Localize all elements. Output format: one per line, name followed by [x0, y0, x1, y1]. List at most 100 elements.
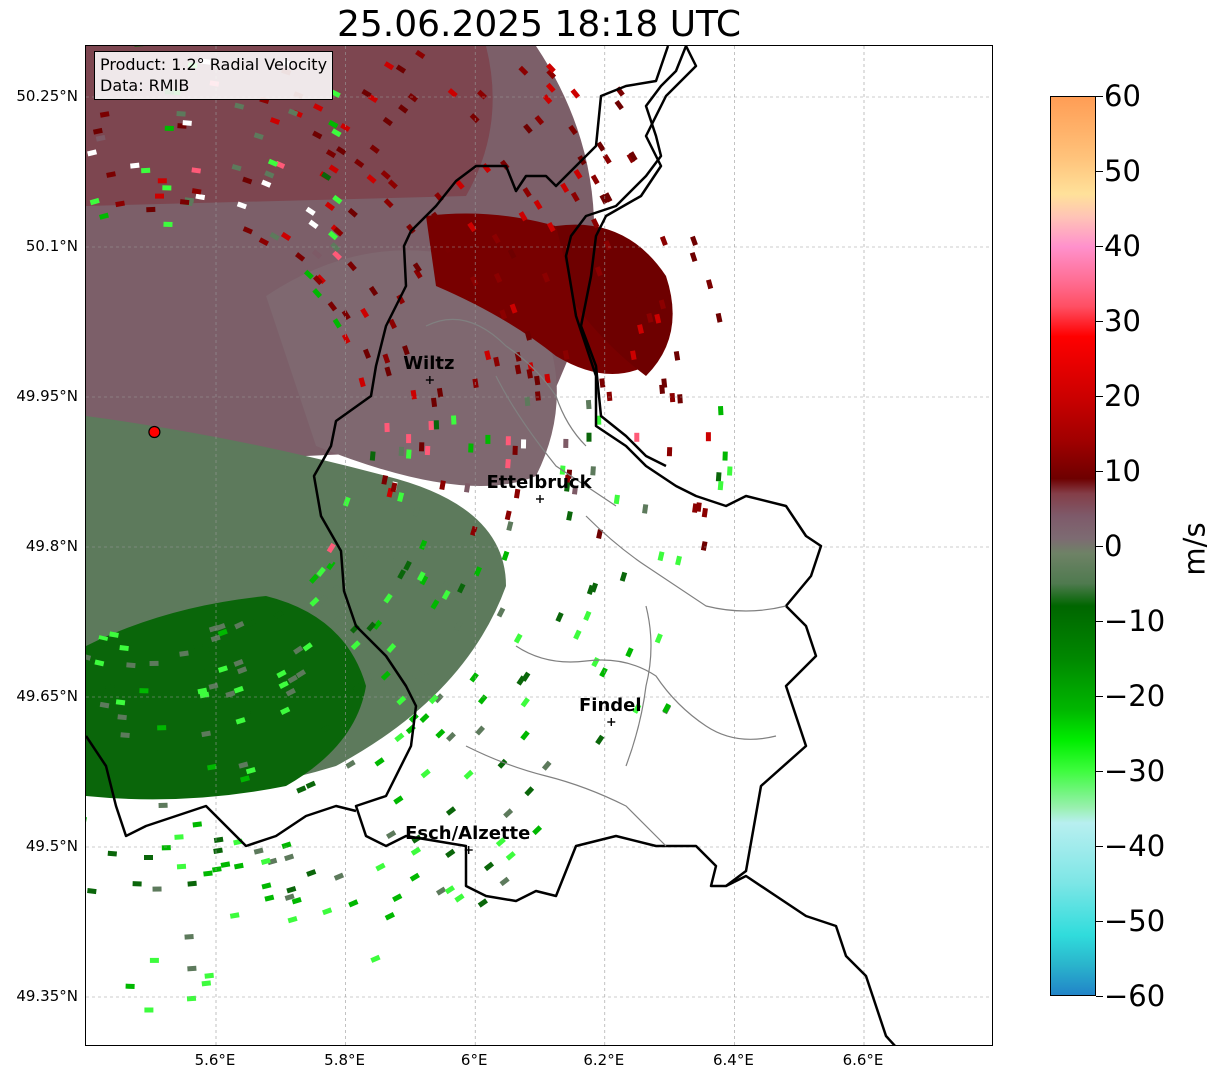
radar-pixel: [149, 957, 159, 963]
radar-pixel: [585, 399, 592, 410]
radar-pixel: [419, 713, 430, 723]
radar-pixel: [654, 633, 663, 644]
radar-pixel: [590, 466, 596, 476]
radar-pixel: [392, 893, 403, 903]
radar-pixel: [245, 619, 256, 628]
radar-pixel: [513, 633, 523, 644]
radar-pixel: [473, 566, 483, 577]
radar-pixel: [309, 573, 319, 584]
radar-pixel: [184, 934, 194, 940]
luxembourg-border: [312, 46, 823, 903]
radar-pixel: [326, 559, 336, 571]
radar-pixel: [204, 972, 214, 979]
colorbar-tickmark: [1096, 96, 1103, 97]
radar-pixel: [483, 861, 495, 872]
radar-pixel: [590, 174, 600, 185]
city-marker: [607, 718, 616, 726]
radar-pixel: [570, 88, 581, 99]
radar-pixel: [260, 857, 271, 865]
radar-pixel: [445, 806, 457, 816]
radar-pixel: [201, 980, 212, 987]
radar-pixel: [657, 551, 665, 562]
radar-pixel: [187, 880, 197, 887]
radar-pixel: [366, 174, 377, 184]
radar-pixel: [330, 584, 340, 595]
colorbar-tickmark: [1096, 621, 1103, 622]
radar-pixel: [241, 708, 252, 717]
radar-pixel: [233, 659, 244, 667]
radar-pixel: [407, 93, 418, 103]
radar-pixel: [316, 566, 326, 577]
radar-pixel: [599, 378, 606, 388]
colorbar-tickmark: [1096, 321, 1103, 322]
radar-pixel: [534, 115, 545, 126]
radar-pixel: [442, 243, 452, 254]
radar-pixel: [236, 201, 247, 210]
radar-pixel: [415, 49, 426, 60]
radar-pixel: [570, 191, 580, 202]
radar-pixel: [176, 863, 187, 870]
radar-pixel: [637, 324, 644, 334]
radar-pixel: [286, 886, 297, 894]
city-markers: [425, 376, 616, 854]
radar-pixel: [97, 638, 108, 646]
radar-pixel: [296, 785, 307, 794]
radar-pixel: [313, 275, 323, 286]
radar-pixel: [532, 825, 543, 836]
radar-pixel: [722, 451, 728, 461]
colorbar-tick-label: 50: [1104, 154, 1141, 188]
radar-pixel: [332, 250, 342, 261]
radar-pixel: [383, 198, 394, 209]
radar-pixel: [524, 330, 532, 341]
radar-pixel: [453, 620, 463, 632]
radar-pixel: [99, 701, 110, 709]
colorbar-tickmark: [1096, 471, 1103, 472]
radar-pixel: [635, 291, 643, 302]
radar-pixel: [384, 366, 392, 377]
radar-pixel: [499, 309, 508, 320]
lat-tick-label: 49.65°N: [16, 687, 78, 705]
radar-pixel: [505, 459, 511, 469]
radar-pixel: [210, 725, 221, 733]
colorbar-tickmark: [1096, 246, 1103, 247]
radar-pixel: [364, 672, 375, 683]
radar-pixel: [320, 724, 331, 734]
radar-pixel: [157, 178, 167, 184]
product-line: Product: 1.2° Radial Velocity: [100, 55, 328, 74]
radar-pixel: [330, 89, 341, 98]
radar-pixel: [287, 916, 298, 924]
radar-pixel: [328, 230, 339, 241]
radar-pixel: [535, 391, 541, 401]
radar-pixel: [463, 482, 471, 493]
radar-pixel: [497, 758, 508, 769]
radar-pixel: [203, 870, 213, 877]
radar-pixel: [207, 763, 217, 771]
radar-pixel: [555, 611, 564, 623]
radar-pixel: [233, 685, 244, 694]
colorbar-unit-label: m/s: [1168, 520, 1207, 580]
product-info-box: Product: 1.2° Radial Velocity Data: RMIB: [94, 51, 334, 100]
radar-pixel: [568, 124, 578, 136]
colorbar-tickmark: [1096, 771, 1103, 772]
radar-pixel: [92, 127, 103, 135]
radar-pixel: [144, 855, 153, 860]
radar-pixel: [413, 268, 423, 279]
radar-pixel: [439, 480, 446, 491]
radar-pixel: [312, 588, 322, 599]
radar-pixel: [213, 836, 224, 844]
radar-pixel: [86, 815, 87, 823]
radar-pixel: [385, 830, 397, 840]
radar-pixel: [120, 732, 130, 738]
radar-pixel: [311, 249, 322, 260]
colorbar-tickmark: [1096, 696, 1103, 697]
radar-pixel: [406, 434, 412, 444]
radar-pixel: [363, 348, 372, 359]
radar-pixel: [416, 571, 426, 582]
city-label: Esch/Alzette: [405, 823, 531, 844]
radar-pixel: [333, 872, 345, 881]
echo-dark-red-east: [556, 224, 673, 376]
radar-pixel: [331, 128, 342, 138]
radar-pixel: [520, 697, 530, 708]
radar-pixel: [312, 130, 323, 140]
radar-pixel: [326, 542, 336, 554]
